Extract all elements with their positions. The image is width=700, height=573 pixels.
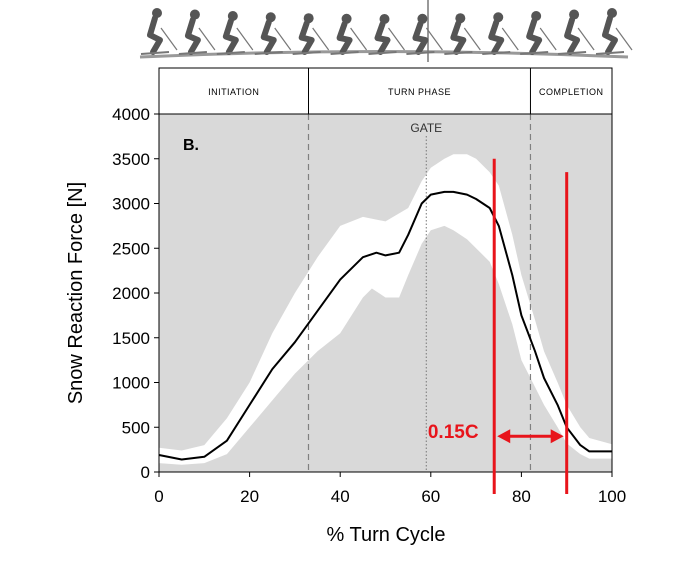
ski xyxy=(444,51,473,55)
skier-body xyxy=(222,18,239,55)
skier-body xyxy=(374,21,391,55)
ski xyxy=(330,51,359,55)
ski-pole xyxy=(350,27,368,51)
y-tick-label: 4000 xyxy=(112,105,150,124)
ski-pole xyxy=(463,27,481,51)
x-axis-ticks: 0 20 40 60 80 100 xyxy=(154,472,626,506)
skier-figure xyxy=(444,13,481,55)
skier-figure xyxy=(292,13,330,55)
x-tick-label: 20 xyxy=(240,487,259,506)
gate-label: GATE xyxy=(410,121,442,135)
y-tick-label: 2500 xyxy=(112,239,150,258)
y-tick-label: 2000 xyxy=(112,284,150,303)
ski xyxy=(558,51,587,55)
y-axis-ticks: 0 500 1000 1500 2000 2500 3000 3500 4000 xyxy=(112,105,159,482)
variance-band xyxy=(159,154,612,465)
y-tick-label: 1000 xyxy=(112,374,150,393)
ski xyxy=(254,51,283,55)
skier-figure xyxy=(178,9,216,55)
skier-body xyxy=(412,20,429,55)
ski-pole xyxy=(274,27,292,51)
skier-body xyxy=(298,20,315,55)
skier-figure xyxy=(368,14,405,55)
plot-content xyxy=(158,114,612,472)
y-tick-label: 3500 xyxy=(112,150,150,169)
skier-figure xyxy=(140,8,178,55)
ski-pole xyxy=(236,27,254,51)
y-tick-label: 0 xyxy=(141,463,150,482)
ski xyxy=(178,51,207,55)
ski xyxy=(216,51,245,55)
phase-label-initiation: INITIATION xyxy=(208,87,259,97)
ski-pole xyxy=(501,27,519,51)
ski-pole xyxy=(388,27,405,51)
skier-figure xyxy=(595,8,633,55)
ski-pole xyxy=(160,27,178,51)
ski xyxy=(595,51,625,55)
annotation-label: 0.15C xyxy=(428,422,479,443)
skier-figure xyxy=(520,11,557,55)
x-tick-label: 40 xyxy=(331,487,350,506)
annotation-arrowhead-left xyxy=(497,429,511,444)
y-tick-label: 1500 xyxy=(112,329,150,348)
skier-body xyxy=(564,16,581,55)
x-axis-title: % Turn Cycle xyxy=(327,524,446,546)
skier-figure xyxy=(406,13,443,55)
skier-figure xyxy=(558,9,595,55)
skier-figure xyxy=(216,11,254,55)
skier-sequence-illustration xyxy=(139,0,633,62)
skier-body xyxy=(450,20,467,55)
skier-body xyxy=(336,20,353,55)
ski xyxy=(520,51,549,55)
skier-body xyxy=(488,19,505,55)
panel-label: B. xyxy=(183,137,199,154)
annotation-0-15c xyxy=(492,158,569,494)
skier-figure xyxy=(330,13,368,55)
x-tick-label: 80 xyxy=(512,487,531,506)
ski-pole xyxy=(425,27,443,51)
skier-body xyxy=(147,15,163,55)
ski xyxy=(368,51,397,55)
x-tick-label: 100 xyxy=(598,487,626,506)
phase-header: INITIATION TURN PHASE COMPLETION xyxy=(158,67,613,115)
ski-pole xyxy=(539,27,557,51)
x-tick-label: 0 xyxy=(154,487,163,506)
mean-force-line xyxy=(158,190,612,461)
ski xyxy=(140,51,170,55)
phase-label-completion: COMPLETION xyxy=(539,87,604,97)
y-tick-label: 3000 xyxy=(112,195,150,214)
y-axis-title: Snow Reaction Force [N] xyxy=(65,182,87,404)
skier-figure xyxy=(482,12,519,55)
annotation-arrowhead-right xyxy=(550,429,564,444)
skier-figure xyxy=(254,12,292,55)
phase-label-turn-phase: TURN PHASE xyxy=(388,87,451,97)
ski-pole xyxy=(198,27,216,51)
y-tick-label: 500 xyxy=(122,418,150,437)
ski-pole xyxy=(615,27,633,51)
skier-body xyxy=(526,18,543,55)
ski xyxy=(482,51,511,55)
ski-pole xyxy=(577,27,595,51)
ski-pole xyxy=(312,27,330,51)
ski xyxy=(406,51,435,55)
x-tick-label: 60 xyxy=(421,487,440,506)
ski xyxy=(292,51,321,55)
skier-body xyxy=(602,15,618,55)
skier-body xyxy=(184,16,201,55)
skier-body xyxy=(260,19,277,55)
